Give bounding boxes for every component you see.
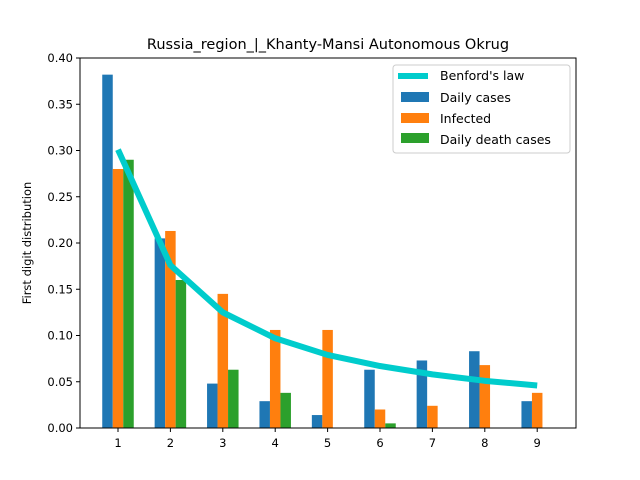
- bar: [531, 392, 543, 428]
- y-tick-label: 0.30: [47, 144, 73, 158]
- bar: [154, 238, 166, 428]
- legend-label-daily-cases: Daily cases: [440, 90, 511, 105]
- x-tick-label: 9: [534, 436, 541, 450]
- bar: [385, 423, 396, 428]
- y-tick-label: 0.40: [47, 51, 73, 65]
- x-tick-label: 2: [167, 436, 174, 450]
- legend-label-benford: Benford's law: [440, 68, 524, 83]
- bar: [364, 369, 375, 428]
- x-tick-label: 7: [429, 436, 436, 450]
- bar: [112, 169, 124, 428]
- chart-title: Russia_region_|_Khanty-Mansi Autonomous …: [147, 37, 509, 53]
- benford-line-group: [115, 148, 538, 389]
- x-tick-label: 6: [376, 436, 383, 450]
- bar: [269, 329, 281, 428]
- bar: [469, 351, 480, 428]
- bar: [259, 401, 270, 428]
- y-tick-label: 0.10: [47, 329, 73, 343]
- bar: [165, 230, 176, 428]
- bar: [102, 74, 113, 429]
- x-tick-label: 1: [114, 436, 121, 450]
- bar: [479, 365, 491, 428]
- y-axis-label: First digit distribution: [20, 182, 34, 305]
- bar: [322, 329, 333, 428]
- y-tick-label: 0.05: [47, 375, 73, 389]
- y-tick-label: 0.35: [47, 97, 73, 111]
- bar: [374, 409, 386, 428]
- bar: [123, 159, 134, 428]
- legend-swatch-daily-death-cases: [401, 133, 429, 143]
- legend-label-infected: Infected: [440, 111, 491, 126]
- legend-swatch-daily-cases: [401, 92, 429, 102]
- bar: [207, 383, 218, 428]
- legend-frame: [392, 64, 571, 154]
- legend: Benford's law Daily cases Infected Daily…: [392, 64, 571, 154]
- bar: [311, 415, 323, 428]
- y-tick-label: 0.00: [47, 421, 73, 435]
- x-axis: 1 2 3 4 5 6 7 8 9: [114, 428, 541, 450]
- y-axis: 0.00 0.05 0.10 0.15 0.20 0.25 0.30 0.35 0.40: [47, 51, 80, 435]
- bar: [217, 293, 229, 428]
- bar: [521, 401, 532, 428]
- legend-swatch-infected: [401, 113, 429, 123]
- x-tick-label: 3: [219, 436, 226, 450]
- x-tick-label: 5: [324, 436, 331, 450]
- bar: [280, 392, 291, 428]
- y-tick-label: 0.25: [47, 190, 73, 204]
- legend-label-daily-death-cases: Daily death cases: [440, 132, 551, 147]
- benford-line: [115, 148, 538, 389]
- bar: [416, 360, 428, 428]
- x-tick-label: 4: [272, 436, 279, 450]
- y-tick-label: 0.15: [47, 282, 73, 296]
- bar: [427, 405, 438, 428]
- x-tick-label: 8: [481, 436, 488, 450]
- bar: [228, 369, 239, 428]
- bar: [175, 280, 187, 428]
- y-tick-label: 0.20: [47, 236, 73, 250]
- bars-group: [102, 74, 543, 429]
